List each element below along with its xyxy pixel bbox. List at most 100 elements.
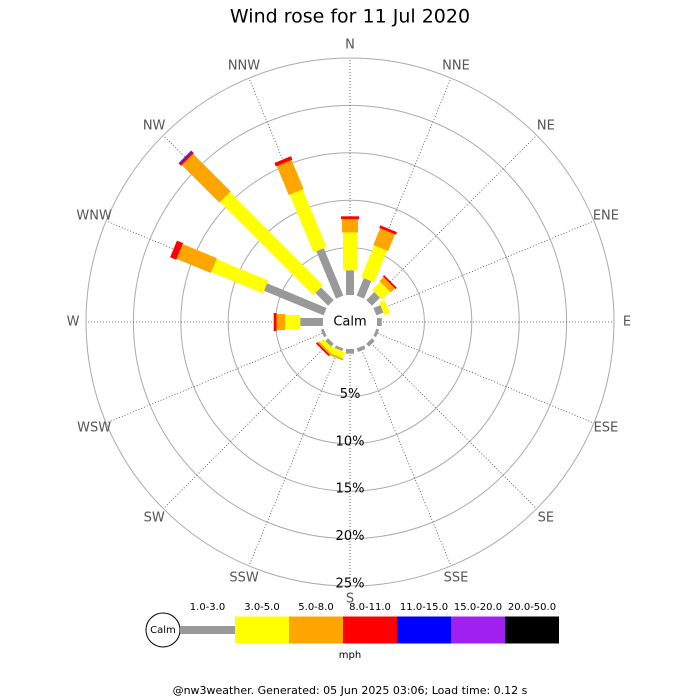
segment [373, 305, 384, 316]
legend-label: 20.0-50.0 [508, 602, 556, 613]
segment [300, 318, 323, 326]
direction-bar [373, 328, 380, 338]
direction-label: N [345, 38, 355, 53]
ring [227, 199, 473, 445]
direction-label: SE [538, 510, 554, 525]
direction-bar [178, 150, 334, 306]
direction-label: ENE [593, 208, 619, 223]
segment [179, 151, 193, 165]
legend-swatch [180, 626, 235, 634]
ring-label: 20% [336, 529, 365, 544]
direction-label: NNW [228, 59, 260, 74]
ring-label: 25% [336, 577, 365, 592]
segment [320, 328, 327, 338]
direction-bar [274, 156, 344, 299]
segment [366, 338, 375, 347]
segment [289, 189, 327, 253]
footer: @nw3weather. Generated: 05 Jun 2025 03:0… [173, 684, 528, 697]
direction-label: SW [144, 510, 165, 525]
direction-bar [320, 328, 327, 338]
chart-title: Wind rose for 11 Jul 2020 [230, 6, 470, 28]
legend-swatch [235, 616, 289, 644]
segment [346, 270, 354, 295]
direction-label: NE [537, 119, 555, 134]
segment [343, 232, 357, 271]
segment [315, 287, 334, 306]
segment [382, 275, 397, 290]
spoke [368, 135, 537, 304]
direction-bar [170, 240, 327, 316]
segment [317, 341, 331, 355]
segment [341, 216, 359, 220]
direction-bar [341, 216, 359, 295]
segment [379, 225, 397, 235]
segment [342, 219, 358, 233]
segment [356, 345, 366, 352]
segment [273, 313, 277, 331]
segment [285, 315, 301, 329]
direction-label: WSW [77, 421, 111, 436]
segment [356, 278, 372, 299]
legend-swatch [289, 616, 343, 644]
direction-label: SSW [229, 570, 259, 585]
direction-label: W [67, 315, 80, 330]
segment [373, 228, 395, 252]
legend-swatch [343, 616, 397, 644]
direction-label: ESE [594, 421, 619, 436]
spoke [374, 331, 595, 424]
direction-bar [366, 275, 397, 306]
direction-bar [376, 318, 382, 326]
spoke [105, 331, 326, 424]
ring [85, 57, 615, 587]
segment [170, 240, 184, 260]
segment [319, 338, 334, 353]
direction-label: NNE [442, 59, 470, 74]
direction-bar [273, 313, 323, 331]
segment [334, 345, 344, 352]
legend-unit: mph [339, 650, 361, 661]
direction-label: SSE [444, 570, 469, 585]
segment [346, 349, 354, 354]
direction-bar [356, 345, 366, 352]
legend-label: 8.0-11.0 [349, 602, 391, 613]
segment [361, 245, 388, 283]
spoke [359, 346, 452, 567]
segment [325, 338, 334, 347]
segment [276, 159, 304, 196]
direction-bar [315, 338, 334, 357]
segment [329, 346, 346, 359]
direction-label: NW [143, 119, 166, 134]
legend-swatch [451, 616, 505, 644]
segment [178, 150, 192, 164]
legend-label: 3.0-5.0 [244, 602, 279, 613]
ring-label: 15% [336, 482, 365, 497]
ring [180, 152, 520, 492]
segment [327, 352, 344, 361]
legend-label: 11.0-15.0 [400, 602, 448, 613]
direction-label: S [346, 592, 354, 607]
segment [276, 314, 286, 330]
direction-label: WNW [76, 208, 112, 223]
ring-label: 10% [336, 434, 365, 449]
segment [211, 259, 269, 294]
direction-bar [366, 338, 375, 347]
segment [376, 318, 382, 326]
direction-bar [327, 345, 346, 361]
legend-label: 1.0-3.0 [190, 602, 225, 613]
segment [373, 328, 380, 338]
segment [274, 156, 293, 167]
calm-circle [330, 302, 370, 342]
legend-calm-label: Calm [150, 625, 176, 636]
direction-bar [356, 225, 397, 299]
segment [379, 277, 395, 293]
direction-bar [373, 300, 390, 316]
spoke [374, 220, 595, 313]
segment [181, 153, 231, 203]
segment [176, 244, 217, 273]
legend-label: 15.0-20.0 [454, 602, 502, 613]
ring-label: 5% [340, 387, 361, 402]
calm-label: Calm [333, 315, 366, 330]
direction-label: E [623, 315, 631, 330]
legend-swatch [505, 616, 559, 644]
